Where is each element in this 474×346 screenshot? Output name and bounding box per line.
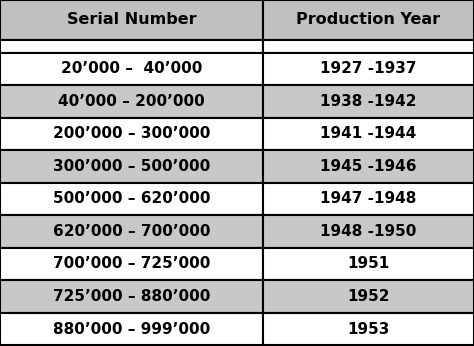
- Text: 1948 -1950: 1948 -1950: [320, 224, 417, 239]
- Bar: [263, 248, 474, 280]
- Text: 1927 -1937: 1927 -1937: [320, 61, 417, 76]
- Text: 1947 -1948: 1947 -1948: [320, 191, 417, 207]
- Text: 1951: 1951: [347, 256, 390, 272]
- Text: 40’000 – 200’000: 40’000 – 200’000: [58, 94, 205, 109]
- Bar: [0, 215, 263, 248]
- Bar: [0, 85, 263, 118]
- Text: 1945 -1946: 1945 -1946: [320, 159, 417, 174]
- Bar: [263, 280, 474, 313]
- Bar: [263, 215, 474, 248]
- Bar: [263, 85, 474, 118]
- Text: 700’000 – 725’000: 700’000 – 725’000: [53, 256, 210, 272]
- Bar: [0, 280, 263, 313]
- Bar: [0, 40, 263, 53]
- Bar: [0, 313, 263, 345]
- Bar: [263, 118, 474, 150]
- Bar: [0, 0, 263, 40]
- Text: 880’000 – 999’000: 880’000 – 999’000: [53, 321, 210, 337]
- Text: 500’000 – 620’000: 500’000 – 620’000: [53, 191, 210, 207]
- Bar: [0, 183, 263, 215]
- Bar: [0, 118, 263, 150]
- Bar: [0, 53, 263, 85]
- Bar: [263, 313, 474, 345]
- Text: Serial Number: Serial Number: [67, 12, 196, 27]
- Bar: [263, 40, 474, 53]
- Text: Production Year: Production Year: [296, 12, 441, 27]
- Text: 20’000 –  40’000: 20’000 – 40’000: [61, 61, 202, 76]
- Text: 300’000 – 500’000: 300’000 – 500’000: [53, 159, 210, 174]
- Text: 1938 -1942: 1938 -1942: [320, 94, 417, 109]
- Bar: [263, 183, 474, 215]
- Bar: [0, 150, 263, 183]
- Text: 1952: 1952: [347, 289, 390, 304]
- Bar: [263, 0, 474, 40]
- Text: 620’000 – 700’000: 620’000 – 700’000: [53, 224, 210, 239]
- Bar: [0, 248, 263, 280]
- Bar: [263, 150, 474, 183]
- Text: 725’000 – 880’000: 725’000 – 880’000: [53, 289, 210, 304]
- Text: 200’000 – 300’000: 200’000 – 300’000: [53, 126, 210, 142]
- Text: 1941 -1944: 1941 -1944: [320, 126, 417, 142]
- Text: 1953: 1953: [347, 321, 390, 337]
- Bar: [263, 53, 474, 85]
